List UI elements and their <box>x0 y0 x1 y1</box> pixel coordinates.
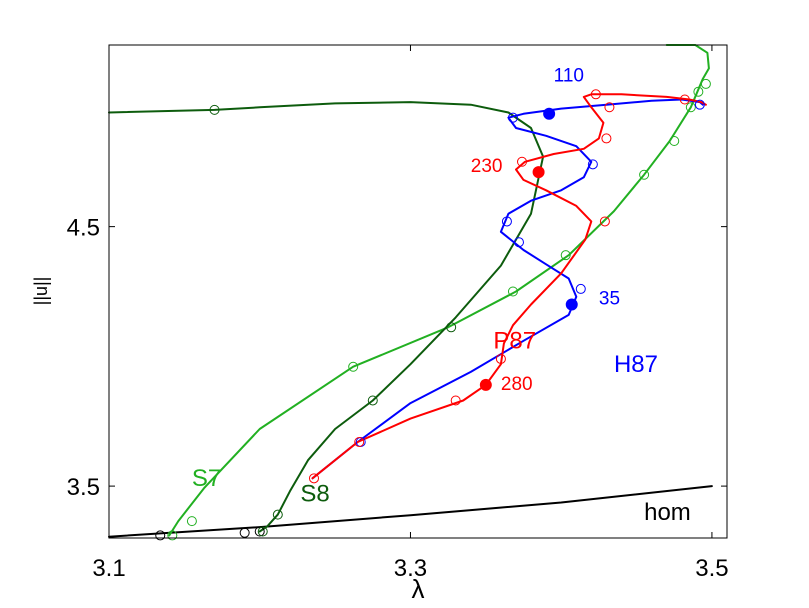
marker-open-s7-2 <box>348 361 359 372</box>
marker-open-h87-1 <box>575 283 586 294</box>
annotation-230: 230 <box>471 156 503 177</box>
annotation-hom: hom <box>644 499 691 526</box>
plot-area-background <box>109 45 727 538</box>
annotation-layer: 110 230 35 P87 H87 280 S7 S8 hom <box>192 65 691 526</box>
y-axis-label: ||u|| <box>31 277 51 306</box>
y-tick-label-1: 4.5 <box>67 215 100 242</box>
marker-open-p87-5 <box>517 156 528 167</box>
x-tick-label-2: 3.5 <box>695 555 728 582</box>
annotation-s7: S7 <box>192 465 221 492</box>
series-line-hom <box>108 485 713 538</box>
marker-layer <box>155 78 711 541</box>
marker-open-p87-3 <box>495 353 506 364</box>
marker-open-s7-8 <box>693 86 704 97</box>
plot-area-frame <box>108 44 728 539</box>
marker-filled-p87-1 <box>532 166 545 179</box>
marker-open-p87-7 <box>604 102 615 113</box>
marker-open-s8-3 <box>446 322 457 333</box>
marker-open-s7-7 <box>685 102 696 113</box>
marker-open-p87-4 <box>599 216 610 227</box>
marker-open-s7-9 <box>700 78 711 89</box>
marker-open-h87-6 <box>694 99 705 110</box>
marker-open-p87-0 <box>308 473 319 484</box>
marker-open-hom-1 <box>239 527 250 538</box>
x-tick-label-0: 3.1 <box>92 555 125 582</box>
marker-open-s8-0 <box>257 526 268 537</box>
marker-open-h87-5 <box>507 112 518 123</box>
marker-open-s7-3 <box>507 286 518 297</box>
series-line-s7 <box>168 44 710 537</box>
marker-open-h87-3 <box>501 216 512 227</box>
marker-open-s7-0 <box>167 530 178 541</box>
x-tick-label-1: 3.3 <box>394 555 427 582</box>
marker-open-s8-1 <box>272 509 283 520</box>
marker-open-s7-4 <box>560 250 571 261</box>
marker-filled-p87-0 <box>479 378 492 391</box>
marker-open-p87-9 <box>679 94 690 105</box>
marker-open-p87-1 <box>354 436 365 447</box>
x-axis-label: λ <box>412 574 425 604</box>
marker-filled-h87-0 <box>565 298 578 311</box>
series-line-s8 <box>108 101 545 533</box>
marker-open-s7-6 <box>669 136 680 147</box>
marker-open-h87-4 <box>587 159 598 170</box>
tick-layer: 3.1 3.3 3.5 3.5 4.5 <box>67 45 729 582</box>
marker-open-p87-8 <box>590 89 601 100</box>
marker-open-hom-0 <box>155 530 166 541</box>
annotation-110: 110 <box>554 65 584 86</box>
marker-open-p87-2 <box>450 395 461 406</box>
marker-open-s7-1 <box>186 516 197 527</box>
marker-open-s7-5 <box>639 169 650 180</box>
series-line-p87 <box>311 93 707 480</box>
marker-filled-h87-1 <box>543 107 556 120</box>
annotation-p87: P87 <box>493 328 536 355</box>
marker-open-h87-2 <box>513 237 524 248</box>
annotation-280: 280 <box>501 374 533 395</box>
annotation-s8: S8 <box>300 481 329 508</box>
marker-open-s8-2 <box>367 395 378 406</box>
marker-open-p87-6 <box>601 133 612 144</box>
series-layer <box>108 44 713 538</box>
annotation-35: 35 <box>599 288 620 309</box>
y-tick-label-0: 3.5 <box>67 474 100 501</box>
marker-open-s8-4 <box>209 104 220 115</box>
marker-open-hom-2 <box>254 526 265 537</box>
annotation-h87: H87 <box>614 351 658 378</box>
